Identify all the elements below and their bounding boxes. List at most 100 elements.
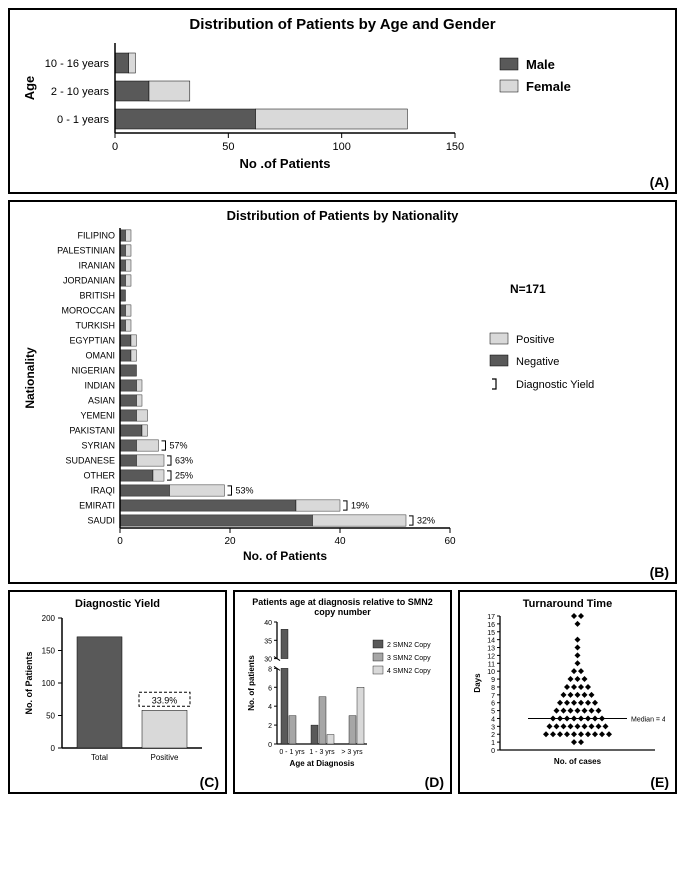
panel-d-title: Patients age at diagnosis relative to SM… [245,598,440,618]
svg-text:SUDANESE: SUDANESE [65,456,115,466]
svg-text:PAKISTANI: PAKISTANI [69,426,115,436]
svg-text:No. of Patients: No. of Patients [243,549,327,563]
svg-text:Age at Diagnosis: Age at Diagnosis [290,759,355,768]
svg-text:0: 0 [491,748,495,755]
chart-e: 01234567891011121314151617Median = 4 day… [470,610,665,780]
svg-text:SAUDI: SAUDI [87,516,115,526]
svg-text:N=171: N=171 [510,282,546,296]
panel-letter-e: (E) [650,774,669,790]
svg-text:FILIPINO: FILIPINO [77,231,115,241]
chart-a: 10 - 16 years 2 - 10 years 0 - 1 years 0 50 1… [20,33,660,183]
svg-text:Diagnostic Yield: Diagnostic Yield [516,379,594,391]
svg-text:Median = 4 days: Median = 4 days [631,716,665,723]
svg-text:BRITISH: BRITISH [79,291,115,301]
svg-text:> 3 yrs: > 3 yrs [341,749,363,756]
svg-text:3 SMN2 Copy: 3 SMN2 Copy [387,655,431,662]
svg-text:Nationality: Nationality [23,347,37,409]
svg-text:50: 50 [222,141,234,153]
svg-text:6: 6 [491,701,495,708]
svg-text:Age: Age [22,76,37,101]
svg-text:0: 0 [268,742,272,749]
svg-text:33.9%: 33.9% [152,695,178,705]
svg-text:Female: Female [526,79,571,94]
svg-text:100: 100 [42,679,56,688]
svg-text:25%: 25% [175,471,193,481]
svg-text:OTHER: OTHER [84,471,116,481]
panel-letter-b: (B) [650,564,669,580]
panel-e: Turnaround Time 012345678910111213141516… [458,590,677,794]
svg-text:PALESTINIAN: PALESTINIAN [57,246,115,256]
panel-b: Distribution of Patients by Nationality … [8,200,677,584]
svg-text:7: 7 [491,693,495,700]
svg-text:TURKISH: TURKISH [75,321,115,331]
svg-text:35: 35 [264,638,272,645]
svg-text:20: 20 [224,536,236,547]
svg-text:1: 1 [491,740,495,747]
svg-text:40: 40 [264,620,272,627]
svg-text:0: 0 [112,141,118,153]
svg-text:1 - 3 yrs: 1 - 3 yrs [309,749,335,756]
svg-text:INDIAN: INDIAN [84,381,115,391]
svg-text:8: 8 [491,685,495,692]
svg-text:Male: Male [526,57,555,72]
svg-text:NIGERIAN: NIGERIAN [71,366,115,376]
chart-b: FILIPINO PALESTINIAN IRANIAN JORDANIAN BRITI… [20,223,660,573]
svg-text:0 - 1 years: 0 - 1 years [57,114,109,126]
svg-text:No. of patients: No. of patients [247,654,256,710]
svg-text:19%: 19% [351,501,369,511]
panel-b-title: Distribution of Patients by Nationality [20,208,665,223]
svg-text:60: 60 [444,536,456,547]
svg-text:2 SMN2 Copy: 2 SMN2 Copy [387,642,431,649]
svg-text:IRANIAN: IRANIAN [78,261,115,271]
svg-text:No .of Patients: No .of Patients [239,156,330,171]
panel-letter-c: (C) [200,774,219,790]
svg-text:10: 10 [487,669,495,676]
svg-text:No. of cases: No. of cases [554,757,602,766]
svg-text:13: 13 [487,646,495,653]
svg-text:50: 50 [46,712,55,721]
panel-c-title: Diagnostic Yield [20,598,215,610]
svg-text:200: 200 [42,614,56,623]
svg-text:11: 11 [488,661,495,668]
panel-letter-d: (D) [425,774,444,790]
svg-text:JORDANIAN: JORDANIAN [63,276,115,286]
svg-text:Total: Total [91,753,108,762]
svg-text:14: 14 [487,638,495,645]
svg-text:10 - 16 years: 10 - 16 years [45,58,110,70]
chart-d: 024683035400 - 1 yrs1 - 3 yrs> 3 yrsAge … [245,618,440,783]
svg-text:8: 8 [268,666,272,673]
svg-text:No. of Patients: No. of Patients [24,651,34,714]
svg-text:100: 100 [332,141,350,153]
svg-text:Positive: Positive [150,753,179,762]
svg-text:53%: 53% [236,486,254,496]
bottom-row: Diagnostic Yield 050100150200TotalPositi… [8,590,677,794]
svg-text:2: 2 [268,723,272,730]
svg-text:4 SMN2 Copy: 4 SMN2 Copy [387,668,431,675]
svg-text:0: 0 [51,744,56,753]
svg-text:32%: 32% [417,516,435,526]
svg-text:2: 2 [491,732,495,739]
svg-text:6: 6 [268,685,272,692]
panel-letter-a: (A) [650,174,669,190]
svg-text:MOROCCAN: MOROCCAN [62,306,116,316]
svg-text:4: 4 [491,716,495,723]
svg-text:IRAQI: IRAQI [90,486,115,496]
svg-text:2 - 10 years: 2 - 10 years [51,86,110,98]
svg-text:3: 3 [491,724,495,731]
svg-text:ASIAN: ASIAN [88,396,115,406]
svg-text:17: 17 [487,614,495,621]
svg-text:OMANI: OMANI [85,351,115,361]
svg-text:EGYPTIAN: EGYPTIAN [69,336,115,346]
svg-text:63%: 63% [175,456,193,466]
svg-text:150: 150 [42,647,56,656]
svg-text:150: 150 [446,141,464,153]
panel-c: Diagnostic Yield 0 50 100 150 200 Total Positi… [8,590,227,794]
svg-text:Negative: Negative [516,356,559,368]
svg-text:15: 15 [487,630,495,637]
panel-a: Distribution of Patients by Age and Gend… [8,8,677,194]
svg-text:16: 16 [487,622,495,629]
svg-text:Days: Days [473,673,482,693]
panel-e-title: Turnaround Time [470,598,665,610]
svg-text:30: 30 [264,656,272,663]
panel-a-title: Distribution of Patients by Age and Gend… [20,16,665,33]
